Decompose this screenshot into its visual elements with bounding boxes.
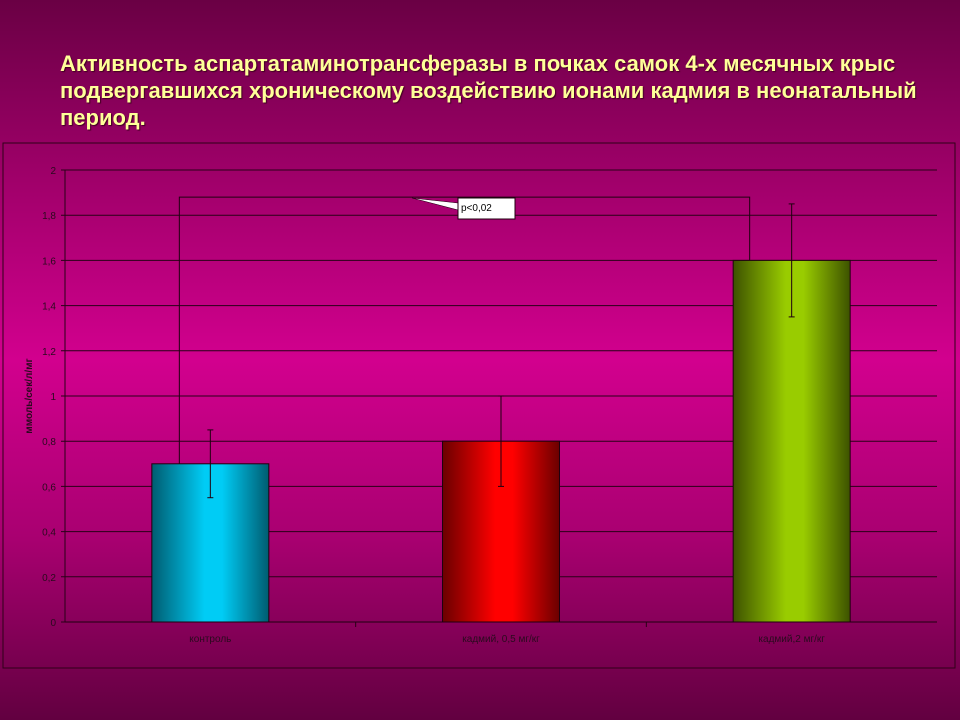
y-tick-label: 0,4	[42, 528, 56, 539]
x-tick-label: кадмий, 0,5 мг/кг	[462, 634, 540, 645]
y-tick-label: 1,8	[42, 211, 56, 222]
x-tick-label: контроль	[189, 634, 231, 645]
y-tick-label: 0,2	[42, 573, 56, 584]
chart-frame	[2, 142, 956, 669]
y-tick-label: 1,6	[42, 256, 56, 267]
y-tick-label: 1,2	[42, 347, 56, 358]
y-axis-label: ммоль/сек/л/мг	[24, 358, 35, 433]
callout-pointer	[411, 197, 459, 211]
x-tick-label: кадмий,2 мг/кг	[758, 634, 825, 645]
y-tick-label: 1,4	[42, 302, 56, 313]
y-tick-label: 1	[50, 392, 56, 403]
y-tick-label: 0	[50, 618, 56, 629]
annotation-label: p<0,02	[461, 203, 492, 214]
y-tick-label: 0,6	[42, 482, 56, 493]
y-tick-label: 2	[50, 166, 56, 177]
y-tick-label: 0,8	[42, 437, 56, 448]
significance-bracket	[178, 196, 751, 464]
slide-title: Активность аспартатаминотрансферазы в по…	[60, 51, 917, 130]
bar-2	[732, 259, 851, 623]
callout-box	[457, 197, 516, 220]
